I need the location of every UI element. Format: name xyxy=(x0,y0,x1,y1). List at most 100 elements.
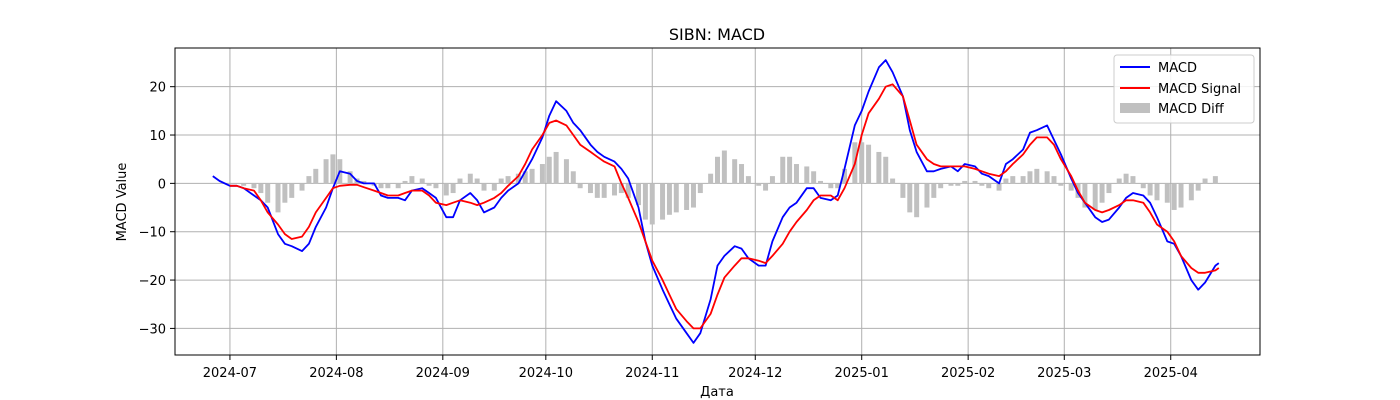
macd-diff-bar xyxy=(306,176,312,184)
x-tick-label: 2024-09 xyxy=(416,366,470,381)
x-tick-label: 2024-12 xyxy=(728,366,782,381)
macd-diff-bar xyxy=(618,183,624,194)
macd-diff-bar xyxy=(804,166,810,184)
legend-swatch-macd-diff xyxy=(1120,103,1150,113)
macd-diff-bar xyxy=(553,151,559,184)
macd-diff-bar xyxy=(715,156,720,184)
macd-diff-bar xyxy=(241,183,247,186)
macd-diff-bar xyxy=(409,176,415,184)
macd-diff-bar xyxy=(907,183,913,213)
macd-diff-bar xyxy=(979,183,985,186)
macd-diff-bar xyxy=(1178,183,1184,208)
macd-diff-bar xyxy=(289,183,295,198)
macd-diff-bar xyxy=(457,178,463,184)
macd-diff-bar xyxy=(594,183,600,198)
macd-diff-bar xyxy=(1051,176,1057,184)
macd-diff-bar xyxy=(361,180,367,184)
macd-diff-bar xyxy=(474,178,480,184)
macd-diff-bar xyxy=(330,154,336,184)
macd-diff-bar xyxy=(522,171,528,184)
x-tick-label: 2024-07 xyxy=(203,366,257,381)
macd-diff-bar xyxy=(467,173,473,184)
macd-diff-bar xyxy=(948,183,954,186)
y-axis-ticks: −30 −20 −10 0 10 20 xyxy=(139,81,175,337)
macd-diff-bar xyxy=(924,183,930,208)
macd-diff-bar xyxy=(426,183,432,186)
macd-diff-bar xyxy=(787,156,793,184)
macd-diff-bar xyxy=(625,183,631,198)
x-tick-label: 2024-08 xyxy=(309,366,363,381)
macd-diff-bar xyxy=(732,159,738,184)
macd-diff-bar xyxy=(866,144,872,184)
macd-diff-bar xyxy=(546,156,552,184)
macd-diff-bar xyxy=(955,183,961,186)
macd-diff-bar xyxy=(842,168,848,184)
macd-diff-bar xyxy=(265,183,271,203)
macd-diff-bar xyxy=(1123,173,1129,184)
legend-label-macd-signal: MACD Signal xyxy=(1158,82,1241,97)
macd-diff-bar xyxy=(1147,183,1153,196)
macd-diff-bar xyxy=(708,173,714,184)
macd-diff-bar xyxy=(938,183,944,189)
macd-diff-bar xyxy=(1027,171,1033,184)
macd-diff-bar xyxy=(721,150,727,184)
macd-line xyxy=(212,59,1220,344)
macd-diff-bar xyxy=(780,156,786,184)
macd-diff-bar xyxy=(684,183,690,210)
macd-diff-bar xyxy=(505,176,511,184)
macd-signal-line xyxy=(229,83,1220,330)
macd-diff-bars xyxy=(241,142,1218,225)
macd-diff-bar xyxy=(443,183,449,196)
macd-diff-bar xyxy=(1099,183,1105,203)
macd-diff-bar xyxy=(859,142,865,184)
macd-diff-bar xyxy=(673,183,679,213)
plot-frame xyxy=(174,47,1261,356)
macd-diff-bar xyxy=(1020,176,1026,184)
macd-diff-bar xyxy=(1058,183,1064,186)
x-axis-ticks: 2024-07 2024-08 2024-09 2024-10 2024-11 2024-… xyxy=(203,355,1198,381)
macd-diff-bar xyxy=(900,183,906,198)
macd-diff-bar xyxy=(649,183,655,225)
macd-diff-bar xyxy=(697,183,703,194)
y-tick-label: −20 xyxy=(139,274,166,289)
macd-diff-bar xyxy=(587,183,593,194)
macd-diff-bar xyxy=(1130,176,1136,184)
macd-diff-bar xyxy=(313,168,319,184)
macd-diff-bar xyxy=(996,183,1002,191)
macd-diff-bar xyxy=(660,183,666,220)
macd-diff-bar xyxy=(433,183,439,189)
y-tick-label: 20 xyxy=(149,81,166,96)
macd-diff-bar xyxy=(539,164,545,184)
chart-title: SIBN: MACD xyxy=(669,25,765,44)
macd-diff-bar xyxy=(1202,178,1208,184)
legend: MACD MACD Signal MACD Diff xyxy=(1113,54,1255,124)
macd-diff-bar xyxy=(299,183,305,191)
macd-diff-bar xyxy=(275,183,281,213)
macd-diff-bar xyxy=(378,183,384,189)
macd-diff-bar xyxy=(1044,171,1050,184)
macd-diff-bar xyxy=(769,176,775,184)
x-tick-label: 2025-01 xyxy=(835,366,889,381)
macd-diff-bar xyxy=(835,183,841,189)
macd-diff-bar xyxy=(666,183,672,215)
x-tick-label: 2025-03 xyxy=(1037,366,1091,381)
macd-diff-bar xyxy=(612,183,617,196)
macd-diff-bar xyxy=(1164,183,1170,203)
series-lines xyxy=(212,59,1220,344)
macd-diff-bar xyxy=(1116,178,1122,184)
y-tick-label: −30 xyxy=(139,322,166,337)
macd-diff-bar xyxy=(1092,183,1098,210)
macd-diff-bar xyxy=(282,183,288,203)
macd-diff-bar xyxy=(570,171,576,184)
macd-diff-bar xyxy=(1188,183,1194,201)
macd-diff-bar xyxy=(890,178,896,184)
macd-diff-bar xyxy=(577,183,583,189)
macd-diff-bar xyxy=(1171,183,1177,210)
macd-diff-bar xyxy=(972,180,978,184)
legend-label-macd: MACD xyxy=(1158,61,1197,76)
macd-diff-bar xyxy=(251,183,257,189)
x-tick-label: 2024-10 xyxy=(519,366,573,381)
macd-diff-bar xyxy=(1010,176,1016,184)
